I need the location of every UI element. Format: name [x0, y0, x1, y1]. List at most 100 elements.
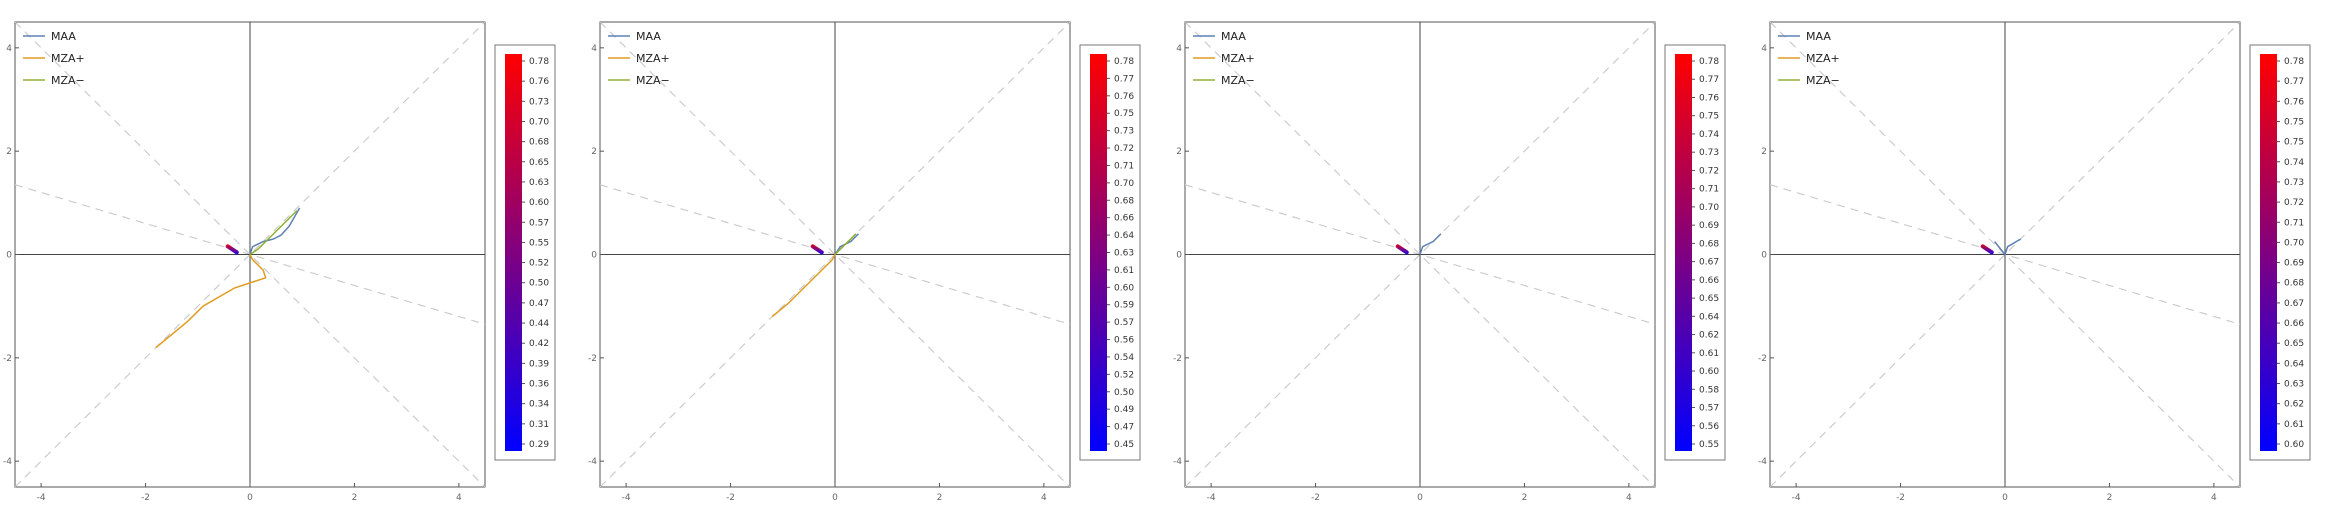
series-group — [1395, 233, 1442, 255]
colorbar-tick-label: 0.71 — [2284, 218, 2304, 228]
series-line-MZA — [771, 254, 836, 318]
series-line-MZA — [834, 233, 857, 256]
legend-label: MZA+ — [1221, 52, 1255, 65]
legend-label: MAA — [1806, 30, 1831, 43]
colorbar-tick-label: 0.61 — [1114, 266, 1134, 276]
colorbar-tick-label: 0.66 — [1699, 276, 1719, 286]
colorbar-tick-label: 0.56 — [1699, 422, 1719, 432]
guide-line-1 — [15, 22, 485, 487]
colorbar-tick-label: 0.64 — [1699, 312, 1719, 322]
colored-marker-overlay — [811, 244, 824, 254]
colorbar-tick-label: 0.58 — [1699, 385, 1719, 395]
colorbar-tick-label: 0.67 — [2284, 299, 2304, 309]
x-tick-label: 2 — [1522, 493, 1528, 503]
colorbar-tick-label: 0.55 — [1699, 440, 1719, 450]
chart-panel-1: -4 -2 0 2 4 -4 -2 0 2 4 MAA MZA+ MZA− 0.78 0.76 0.73 0.7… — [3, 21, 556, 503]
x-tick-label: 0 — [1417, 493, 1423, 503]
y-tick-label: 2 — [591, 147, 597, 157]
x-tick-label: -4 — [1207, 493, 1216, 503]
colorbar-tick-label: 0.76 — [529, 77, 549, 87]
x-tick-label: 4 — [2211, 493, 2217, 503]
colorbar-tick-label: 0.77 — [1114, 74, 1134, 84]
colorbar-tick-label: 0.64 — [1114, 231, 1134, 241]
colorbar-tick-label: 0.49 — [1114, 405, 1134, 415]
colorbar-tick-label: 0.62 — [1699, 331, 1719, 341]
y-tick-label: -2 — [1173, 354, 1182, 364]
legend: MAA MZA+ MZA− — [1778, 30, 1840, 87]
colorbar-tick-label: 0.63 — [1114, 249, 1134, 259]
colorbar-tick-label: 0.29 — [529, 440, 549, 450]
x-tick-label: -4 — [1792, 493, 1801, 503]
colorbar-tick-label: 0.42 — [529, 339, 549, 349]
legend: MAA MZA+ MZA− — [23, 30, 85, 87]
colorbar-tick-label: 0.65 — [1699, 294, 1719, 304]
x-tick-label: -2 — [1896, 493, 1905, 503]
colorbar-tick-label: 0.68 — [2284, 279, 2304, 289]
x-tick-label: -2 — [141, 493, 150, 503]
colorbar-tick-label: 0.73 — [1114, 127, 1134, 137]
colorbar-tick-label: 0.77 — [2284, 77, 2304, 87]
y-tick-label: 4 — [1761, 44, 1767, 54]
y-tick-label: -4 — [1173, 457, 1182, 467]
colorbar-tick-label: 0.50 — [1114, 388, 1134, 398]
x-tick-label: -2 — [1311, 493, 1320, 503]
legend: MAA MZA+ MZA− — [1193, 30, 1255, 87]
series-group — [155, 207, 301, 349]
y-tick-label: 2 — [6, 147, 12, 157]
colorbar-bar — [505, 54, 522, 451]
colorbar-tick-label: 0.74 — [1699, 130, 1719, 140]
legend-label: MAA — [1221, 30, 1246, 43]
colored-marker-overlay — [1981, 244, 1994, 254]
y-tick-label: 0 — [1176, 251, 1182, 261]
y-tick-label: 4 — [591, 44, 597, 54]
colorbar-tick-label: 0.78 — [1699, 57, 1719, 67]
colorbar-tick-label: 0.61 — [1699, 349, 1719, 359]
colorbar-tick-label: 0.75 — [2284, 138, 2304, 148]
legend-label: MZA− — [51, 74, 85, 87]
guide-line-2 — [15, 22, 485, 487]
colored-marker-overlay — [1396, 244, 1409, 254]
legend-label: MAA — [636, 30, 661, 43]
y-tick-label: -4 — [3, 457, 12, 467]
guide-line-2 — [600, 22, 1070, 487]
y-tick-label: -2 — [588, 354, 597, 364]
legend: MAA MZA+ MZA− — [608, 30, 670, 87]
colorbar-tick-label: 0.73 — [1699, 148, 1719, 158]
colorbar-tick-label: 0.70 — [1699, 203, 1719, 213]
colorbar-tick-label: 0.52 — [529, 259, 549, 269]
x-tick-label: 0 — [832, 493, 838, 503]
y-tick-label: 0 — [1761, 251, 1767, 261]
x-tick-label: 2 — [2107, 493, 2113, 503]
colorbar-tick-label: 0.70 — [529, 117, 549, 127]
colored-marker-overlay — [226, 244, 239, 254]
legend-label: MAA — [51, 30, 76, 43]
x-tick-label: -2 — [726, 493, 735, 503]
colorbar-tick-label: 0.45 — [1114, 440, 1134, 450]
colorbar-tick-label: 0.52 — [1114, 370, 1134, 380]
colorbar-tick-label: 0.72 — [2284, 198, 2304, 208]
colorbar-tick-label: 0.76 — [2284, 97, 2304, 107]
colorbar-tick-label: 0.63 — [2284, 380, 2304, 390]
series-line-MZA — [155, 254, 267, 349]
colorbar-bar — [2260, 54, 2277, 451]
colorbar-tick-label: 0.65 — [529, 158, 549, 168]
x-tick-label: 4 — [456, 493, 462, 503]
colorbar-tick-label: 0.73 — [2284, 178, 2304, 188]
guide-line-1 — [1185, 22, 1655, 487]
colorbar-tick-label: 0.69 — [1699, 221, 1719, 231]
colorbar-tick-label: 0.78 — [529, 57, 549, 67]
y-tick-label: 4 — [6, 44, 12, 54]
colorbar-tick-label: 0.47 — [529, 299, 549, 309]
guide-line-1 — [1770, 22, 2240, 487]
colorbar-tick-label: 0.66 — [1114, 214, 1134, 224]
series-line-MZA — [249, 210, 298, 256]
x-tick-label: -4 — [37, 493, 46, 503]
colorbar-tick-label: 0.34 — [529, 400, 549, 410]
colorbar-tick-label: 0.39 — [529, 359, 549, 369]
chart-panel-3: -4 -2 0 2 4 -4 -2 0 2 4 MAA MZA+ MZA− 0.78 0.77 0.76 0.7… — [1173, 21, 1726, 503]
colorbar-tick-label: 0.66 — [2284, 319, 2304, 329]
x-tick-label: 2 — [352, 493, 358, 503]
series-group — [1980, 238, 2022, 256]
colorbar-tick-label: 0.36 — [529, 380, 549, 390]
